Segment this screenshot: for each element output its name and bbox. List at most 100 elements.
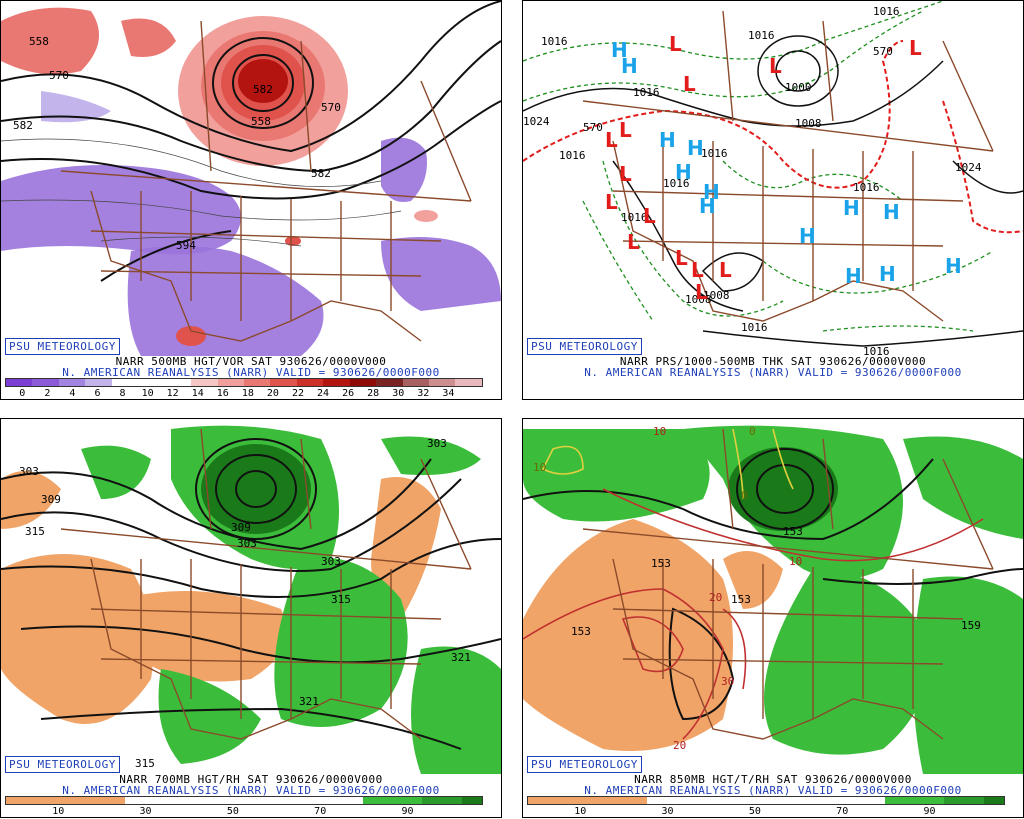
political-borders: [60, 428, 472, 740]
temperature-labels: 10 20 30 20 10: [653, 425, 802, 752]
colorbar-swatch: [243, 379, 271, 386]
vorticity-max-region: [121, 18, 176, 57]
dry-region: [523, 519, 733, 751]
colorbar-swatch: [455, 379, 482, 386]
map-product-title: NARR 500MB HGT/VOR SAT 930626/0000V000: [115, 355, 387, 368]
svg-text:321: 321: [299, 695, 319, 708]
political-borders: [582, 428, 994, 740]
political-borders: [60, 20, 472, 342]
vorticity-max-region: [176, 326, 206, 346]
map-product-title: NARR 850MB HGT/T/RH SAT 930626/0000V000: [634, 773, 912, 786]
colorbar-tick-label: 22: [291, 388, 305, 399]
svg-text:L: L: [683, 72, 696, 96]
colorbar-swatch: [825, 797, 846, 804]
colorbar-swatch: [283, 797, 304, 804]
colorbar-swatch: [765, 797, 786, 804]
colorbar-swatch: [6, 379, 33, 386]
colorbar-swatch: [164, 797, 185, 804]
map-850mb-rh-temp: 153 153 153 159 153 10 20 30 20 10 0 10 …: [523, 419, 1023, 774]
colorbar-tick-label: 10: [52, 806, 65, 817]
colorbar-tick-label: 32: [417, 388, 430, 399]
colorbar-swatch: [382, 797, 403, 804]
colorbar-swatch: [627, 797, 647, 804]
colorbar-tick-label: 30: [661, 806, 674, 817]
colorbar-swatch: [32, 379, 59, 386]
moist-region: [381, 436, 481, 475]
colorbar-swatch: [362, 797, 383, 804]
colorbar-tick-label: 90: [923, 806, 936, 817]
colorbar-swatch: [85, 797, 106, 804]
colorbar-tick-label: 28: [367, 388, 380, 399]
colorbar-tick-label: 50: [226, 806, 239, 817]
svg-text:1016: 1016: [863, 345, 890, 356]
colorbar-swatch: [58, 379, 86, 386]
svg-text:L: L: [627, 230, 640, 254]
colorbar-tick-label: 10: [141, 388, 154, 399]
svg-text:159: 159: [961, 619, 981, 632]
colorbar-swatch: [964, 797, 985, 804]
svg-text:H: H: [845, 264, 862, 288]
svg-text:558: 558: [29, 35, 49, 48]
low-pressure-centers: L L L L L L L L L L L L L L: [605, 32, 922, 304]
colorbar-swatch: [25, 797, 46, 804]
colorbar-swatch: [805, 797, 826, 804]
colorbar-swatch: [845, 797, 866, 804]
map-valid-time: N. AMERICAN REANALYSIS (NARR) VALID = 93…: [62, 784, 440, 797]
colorbar-swatch: [105, 797, 125, 804]
svg-text:0: 0: [741, 489, 748, 502]
colorbar-swatch: [296, 379, 324, 386]
svg-text:1016: 1016: [541, 35, 568, 48]
svg-text:L: L: [619, 162, 632, 186]
colorbar-tick-label: 24: [317, 388, 330, 399]
contour-labels: 153 153 153 159 153: [571, 525, 981, 638]
dry-region: [1, 471, 61, 529]
svg-text:L: L: [691, 258, 704, 282]
svg-text:20: 20: [673, 739, 686, 752]
svg-text:H: H: [659, 128, 676, 152]
psu-meteorology-credit: PSU METEOROLOGY: [527, 338, 642, 355]
colorbar-tick-label: 90: [401, 806, 414, 817]
svg-text:1008: 1008: [795, 117, 822, 130]
panel-700mb-hgt-rh: 303 309 315 303 303 309 315 303 321 321 …: [0, 418, 502, 818]
colorbar-tick-label: 18: [241, 388, 254, 399]
colorbar-swatch: [138, 379, 165, 386]
colorbar-swatch: [303, 797, 324, 804]
height-contours: [1, 1, 501, 282]
thickness-contours-green: [523, 1, 994, 332]
moist-region: [201, 444, 311, 534]
svg-text:L: L: [643, 204, 656, 228]
colorbar-tick-label: 12: [166, 388, 179, 399]
svg-text:315: 315: [331, 593, 351, 606]
svg-text:10: 10: [653, 425, 666, 438]
colorbar-swatch: [124, 797, 145, 804]
svg-text:303: 303: [321, 555, 341, 568]
map-pressure-thickness: 1016 1016 1016 1016 1000 1016 1024 1008 …: [523, 1, 1023, 356]
map-500mb-vorticity: 558 570 582 582 594 570 558 582: [1, 1, 501, 356]
colorbar-rh: [527, 796, 1005, 805]
svg-text:H: H: [879, 262, 896, 286]
svg-text:582: 582: [311, 167, 331, 180]
colorbar-swatch: [65, 797, 86, 804]
svg-text:1016: 1016: [559, 149, 586, 162]
svg-text:153: 153: [731, 593, 751, 606]
svg-text:H: H: [799, 224, 816, 248]
svg-text:315: 315: [25, 525, 45, 538]
svg-text:1016: 1016: [663, 177, 690, 190]
colorbar-swatch: [666, 797, 687, 804]
colorbar-swatch: [607, 797, 628, 804]
panel-pressure-thickness: 1016 1016 1016 1016 1000 1016 1024 1008 …: [522, 0, 1024, 400]
colorbar-swatch: [528, 797, 548, 804]
svg-text:L: L: [695, 280, 708, 304]
colorbar-swatch: [111, 379, 139, 386]
vorticity-low-region: [41, 91, 111, 123]
vorticity-low-region: [1, 165, 241, 255]
svg-text:30: 30: [721, 675, 734, 688]
temperature-contours: [523, 428, 984, 740]
colorbar-swatch: [191, 379, 218, 386]
colorbar-rh: [5, 796, 483, 805]
colorbar-swatch: [224, 797, 244, 804]
map-700mb-rh: 303 309 315 303 303 309 315 303 321 321 …: [1, 419, 501, 774]
svg-text:309: 309: [41, 493, 61, 506]
colorbar-swatch: [706, 797, 727, 804]
colorbar-swatch: [144, 797, 165, 804]
